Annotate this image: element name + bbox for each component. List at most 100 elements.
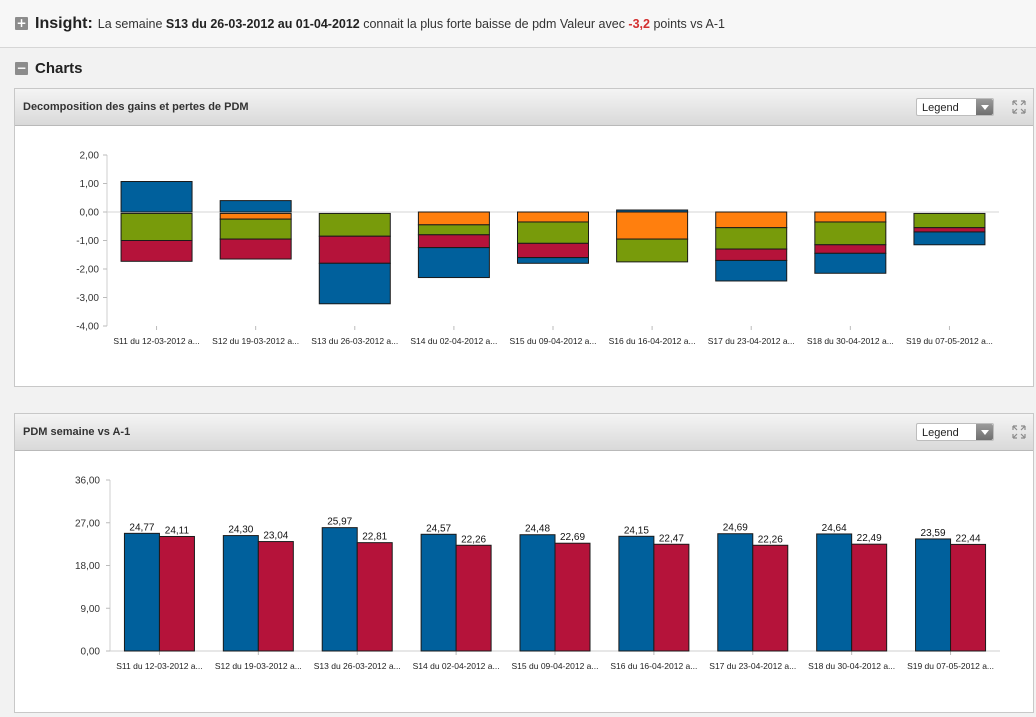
x-tick-label: S15 du 09-04-2012 a... (510, 336, 597, 346)
bar (816, 533, 853, 652)
bar-segment (219, 212, 292, 220)
x-tick-label: S19 du 07-05-2012 a... (906, 336, 993, 346)
y-tick-label: 2,00 (80, 151, 100, 162)
data-label: 24,57 (426, 523, 451, 534)
bar-segment (517, 221, 589, 244)
bar-segment (814, 244, 887, 254)
y-tick-label: 18,00 (75, 561, 100, 572)
charts-section-title: Charts (35, 59, 83, 77)
x-tick-label: S13 du 26-03-2012 a... (314, 661, 401, 671)
y-tick-label: 0,00 (80, 208, 100, 219)
x-tick-label: S11 du 12-03-2012 a... (113, 336, 199, 346)
y-tick-label: -4,00 (76, 322, 99, 333)
bar-segment (715, 211, 788, 229)
bar-segment (913, 227, 986, 233)
bar (915, 538, 952, 652)
y-tick-label: 1,00 (80, 179, 100, 190)
bar-segment (417, 224, 490, 236)
data-label: 22,81 (362, 532, 387, 543)
bar (653, 543, 690, 652)
bar (717, 533, 754, 652)
x-tick-label: S19 du 07-05-2012 a... (907, 661, 994, 671)
y-tick-label: 0,00 (81, 647, 101, 658)
x-tick-label: S16 du 16-04-2012 a... (609, 336, 696, 346)
expand-plus-icon[interactable]: + (15, 16, 28, 30)
bar-segment (913, 231, 986, 246)
bar-segment (417, 211, 490, 226)
insight-text-after: points vs A-1 (649, 16, 726, 31)
insight-text-before: La semaine (97, 16, 166, 31)
panel-header: Decomposition des gains et pertes de PDM… (15, 89, 1033, 126)
bar (618, 535, 655, 652)
data-label: 22,44 (956, 533, 981, 544)
data-label: 25,97 (327, 517, 352, 528)
bar-segment (517, 242, 589, 259)
bar-segment (715, 248, 788, 261)
bar-segment (517, 211, 589, 223)
x-tick-label: S12 du 19-03-2012 a... (215, 661, 302, 671)
bar-segment (318, 235, 391, 264)
chevron-down-icon[interactable] (976, 424, 993, 440)
data-label: 24,77 (129, 522, 154, 533)
x-tick-label: S17 du 23-04-2012 a... (709, 661, 796, 671)
x-tick-label: S13 du 26-03-2012 a... (311, 336, 398, 346)
bar (222, 535, 259, 652)
legend-dropdown-label: Legend (922, 427, 959, 439)
y-tick-label: 36,00 (75, 476, 100, 487)
insight-week: S13 du 26-03-2012 au 01-04-2012 (165, 16, 360, 31)
data-label: 24,48 (525, 524, 550, 535)
bar-segment (120, 181, 193, 213)
bar-segment (814, 252, 887, 274)
pdm-chart: 36,00 27,00 18,00 9,00 0,00 S11 du 12-03-2012… (75, 476, 1000, 671)
bar-segment (318, 262, 391, 305)
bar (321, 527, 358, 652)
data-label: 22,26 (461, 534, 486, 545)
data-label: 23,59 (921, 528, 946, 539)
bar (519, 534, 556, 652)
data-label: 22,26 (758, 534, 783, 545)
bar-segment (219, 238, 292, 260)
insight-value: -3,2 (628, 16, 650, 31)
insight-text-middle: connait la plus forte baisse de pdm Vale… (359, 16, 629, 31)
maximize-icon[interactable] (1011, 424, 1027, 440)
bar-segment (814, 211, 887, 223)
legend-dropdown[interactable]: Legend (916, 423, 994, 441)
bar-segment (913, 212, 986, 229)
x-tick-label: S11 du 12-03-2012 a... (116, 661, 202, 671)
bar (752, 544, 789, 652)
data-label: 22,69 (560, 532, 585, 543)
bar-segment (219, 218, 292, 240)
chart-panel-decomposition: Decomposition des gains et pertes de PDM… (14, 88, 1034, 387)
chevron-down-icon[interactable] (976, 99, 993, 115)
bar-segment (417, 247, 490, 279)
charts-section-header: − Charts (0, 48, 1036, 88)
bar (257, 541, 294, 652)
bar-segment (120, 212, 193, 242)
insight-label: Insight: (35, 14, 93, 32)
bar-segment (517, 257, 589, 264)
data-label: 24,64 (822, 523, 847, 534)
data-label: 24,11 (165, 525, 190, 536)
insight-bar: + Insight: La semaine S13 du 26-03-2012 … (0, 0, 1036, 48)
panel-title: Decomposition des gains et pertes de PDM (23, 101, 249, 113)
maximize-icon[interactable] (1011, 99, 1027, 115)
insight-text: La semaine S13 du 26-03-2012 au 01-04-20… (98, 17, 725, 31)
y-tick-label: 9,00 (81, 604, 101, 615)
x-tick-label: S17 du 23-04-2012 a... (708, 336, 795, 346)
legend-dropdown[interactable]: Legend (916, 98, 994, 116)
data-label: 22,47 (659, 533, 684, 544)
data-label: 24,69 (723, 523, 748, 534)
x-tick-label: S15 du 09-04-2012 a... (512, 661, 599, 671)
bar (851, 543, 888, 652)
collapse-minus-icon[interactable]: − (15, 60, 28, 75)
bar-segment (219, 200, 292, 213)
y-tick-label: 27,00 (75, 518, 100, 529)
y-tick-label: -1,00 (76, 236, 99, 247)
panel-title: PDM semaine vs A-1 (23, 426, 131, 438)
data-label: 24,30 (228, 525, 253, 536)
legend-dropdown-label: Legend (922, 102, 959, 114)
bar-segment (120, 240, 193, 262)
x-tick-label: S14 du 02-04-2012 a... (410, 336, 497, 346)
y-tick-label: -2,00 (76, 265, 99, 276)
bar-segment (715, 259, 788, 282)
